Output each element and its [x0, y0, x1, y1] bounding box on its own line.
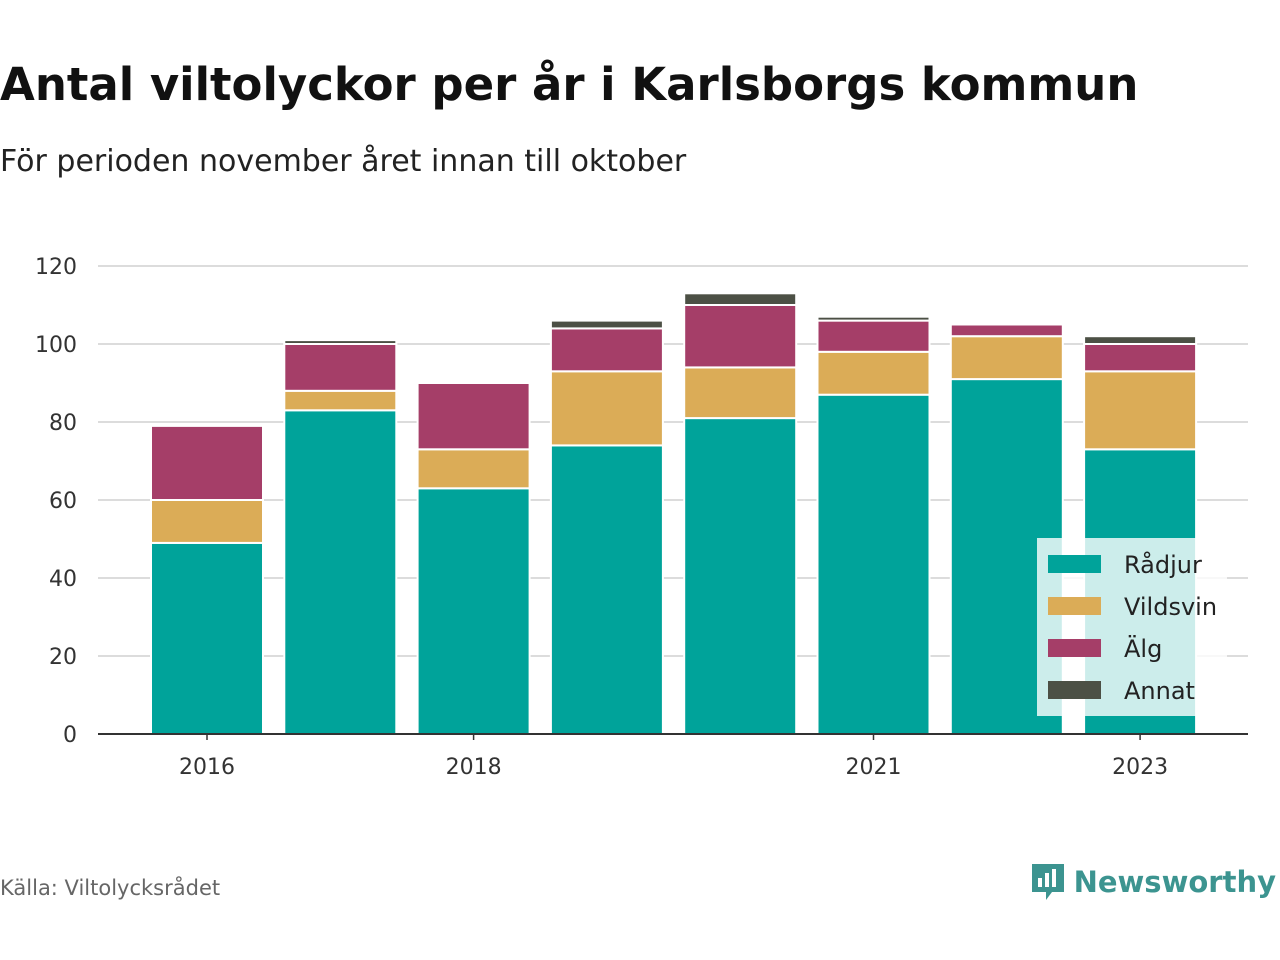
legend-label: Älg [1124, 634, 1162, 663]
bar-segment [283, 343, 398, 392]
y-tick-label: 40 [49, 567, 77, 592]
bar-segment [549, 370, 664, 447]
brand-logo: Newsworthy [1030, 862, 1276, 902]
newsworthy-logo-icon [1031, 864, 1064, 900]
y-tick-label: 20 [49, 645, 77, 670]
bar-segment [283, 339, 398, 346]
legend-label: Vildsvin [1124, 593, 1217, 621]
x-tick-label: 2021 [846, 755, 902, 780]
legend-swatch [1048, 639, 1101, 657]
bar-segment [416, 487, 531, 735]
bar-segment [949, 323, 1064, 338]
y-tick-label: 80 [49, 411, 77, 436]
y-tick-label: 120 [35, 255, 77, 280]
x-tick-label: 2018 [446, 755, 502, 780]
bar-segment [683, 304, 798, 369]
bar-segment [1083, 370, 1198, 451]
chart-title: Antal viltolyckor per år i Karlsborgs ko… [0, 58, 1139, 111]
bar-segment [816, 350, 931, 396]
bar-segment [816, 315, 931, 322]
bar-segment [683, 417, 798, 735]
bar-segment [949, 335, 1064, 381]
bar-segment [1083, 335, 1198, 346]
legend-swatch [1048, 555, 1101, 573]
brand-name: Newsworthy [1073, 865, 1276, 899]
bar-segment [816, 319, 931, 353]
bar-segment [283, 389, 398, 412]
bar-segment [283, 409, 398, 735]
bar-segment [150, 424, 264, 501]
bar-segment [1083, 343, 1198, 373]
legend-label: Annat [1124, 677, 1195, 705]
legend: Rådjur Vildsvin Älg Annat [1037, 538, 1227, 716]
chart-subtitle: För perioden november året innan till ok… [0, 144, 687, 179]
x-axis-ticks: 2016 2018 2021 2023 [179, 734, 1168, 780]
legend-swatch [1048, 681, 1101, 699]
legend-label: Rådjur [1124, 550, 1202, 579]
bar-segment [150, 541, 264, 736]
source-note: Källa: Viltolycksrådet [0, 876, 221, 900]
y-axis-ticks: 0 20 40 60 80 100 120 [35, 255, 77, 748]
bar-segment [416, 382, 531, 451]
y-tick-label: 100 [35, 333, 77, 358]
bar-segment [150, 499, 264, 544]
bar-segment [683, 366, 798, 420]
bar-segment [683, 292, 798, 306]
bar-segment [549, 327, 664, 373]
y-tick-label: 0 [63, 723, 77, 748]
bar-segment [549, 319, 664, 330]
bars [150, 292, 1198, 736]
x-tick-label: 2016 [179, 755, 235, 780]
legend-swatch [1048, 597, 1101, 615]
y-tick-label: 60 [49, 489, 77, 514]
bar-segment [416, 448, 531, 490]
bar-segment [816, 393, 931, 735]
x-tick-label: 2023 [1112, 755, 1168, 780]
bar-segment [549, 444, 664, 735]
